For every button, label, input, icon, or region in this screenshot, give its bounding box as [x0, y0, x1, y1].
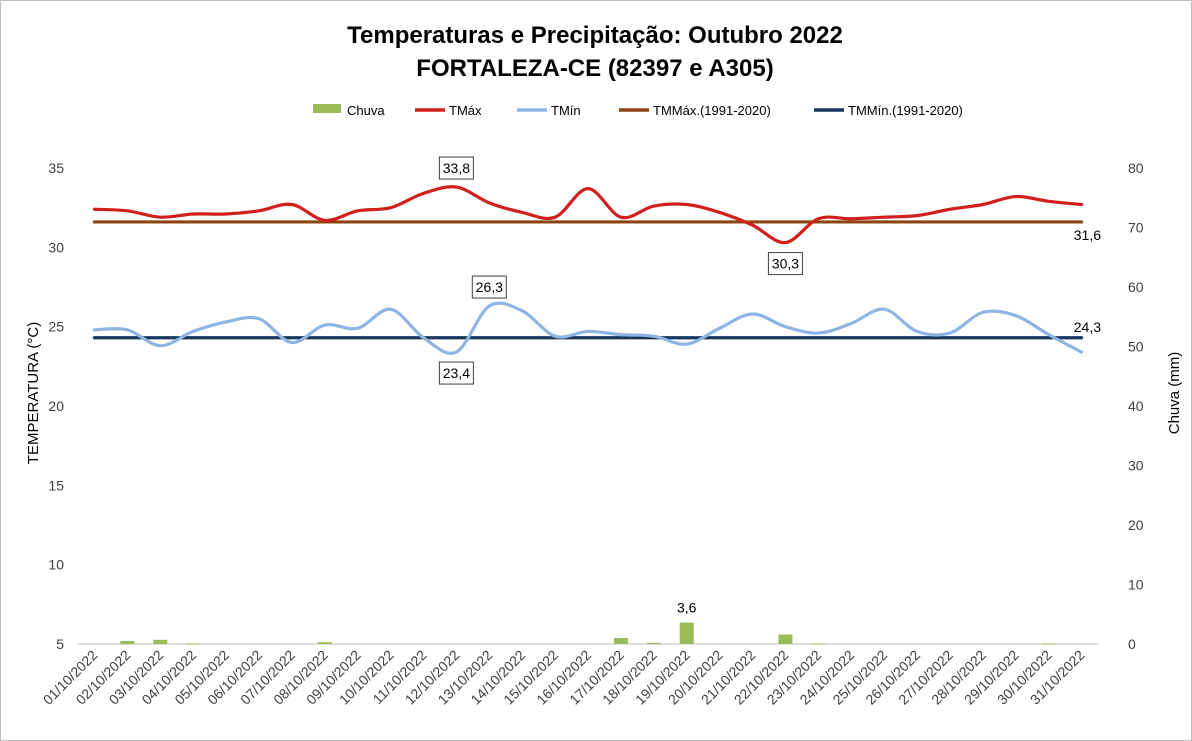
chart-legend: Chuva TMáx TMín TMMáx.(1991-2020) TMMín.(199…	[313, 103, 963, 118]
y-right-tick-label: 50	[1128, 339, 1144, 355]
y-axis-right-label: Chuva (mm)	[1166, 352, 1183, 435]
legend-swatch-bar	[313, 104, 341, 113]
legend-label: TMáx	[449, 103, 482, 118]
chart-axes: 51015202530350102030405060708001/10/2022…	[40, 160, 1144, 708]
tmin-line	[92, 301, 1084, 355]
rain-bar	[646, 642, 661, 644]
chart-title-line1: Temperaturas e Precipitação: Outubro 202…	[347, 22, 843, 49]
rain-bar	[613, 638, 628, 644]
data-label: 33,8	[443, 160, 470, 176]
y-right-tick-label: 80	[1128, 160, 1144, 176]
rain-bar	[679, 622, 694, 644]
y-right-tick-label: 40	[1128, 398, 1144, 414]
temperature-lines	[92, 185, 1084, 355]
data-label-box	[438, 156, 474, 180]
y-right-tick-label: 20	[1128, 517, 1144, 533]
legend-label: TMMáx.(1991-2020)	[653, 103, 771, 118]
y-axis-left-label: TEMPERATURA (°C)	[25, 322, 42, 464]
data-label: 3,6	[677, 600, 697, 616]
y-right-tick-label: 60	[1128, 279, 1144, 295]
chart-title-line2: FORTALEZA-CE (82397 e A305)	[416, 55, 773, 82]
data-label: 24,3	[1074, 319, 1101, 335]
rain-bar	[811, 643, 826, 645]
y-right-tick-label: 70	[1128, 220, 1144, 236]
data-labels: 33,8 30,3 26,3 23,4 3,6 31,6 24,3	[438, 156, 1101, 616]
rain-bar	[778, 634, 793, 644]
data-label: 23,4	[443, 365, 470, 381]
legend-label: TMín	[551, 103, 581, 118]
data-label-box	[471, 275, 507, 299]
tmax-line	[92, 185, 1084, 245]
data-label-box	[767, 252, 803, 276]
rain-bar	[1041, 643, 1056, 645]
data-label-box	[438, 361, 474, 385]
data-label: 31,6	[1074, 227, 1101, 243]
y-left-tick-label: 5	[56, 636, 64, 652]
y-left-tick-label: 35	[48, 160, 64, 176]
y-left-tick-label: 20	[48, 398, 64, 414]
y-right-tick-label: 0	[1128, 636, 1136, 652]
y-left-tick-label: 15	[48, 477, 64, 493]
rain-bars	[120, 622, 1056, 645]
legend-label: Chuva	[347, 103, 385, 118]
data-label: 30,3	[772, 256, 799, 272]
y-left-tick-label: 25	[48, 319, 64, 335]
legend-label: TMMín.(1991-2020)	[848, 103, 963, 118]
y-left-tick-label: 10	[48, 557, 64, 573]
rain-bar	[317, 642, 332, 644]
y-right-tick-label: 10	[1128, 577, 1144, 593]
y-left-tick-label: 30	[48, 239, 64, 255]
y-right-tick-label: 30	[1128, 458, 1144, 474]
data-label: 26,3	[476, 279, 503, 295]
rain-bar	[153, 639, 168, 644]
rain-bar	[186, 643, 201, 645]
rain-bar	[120, 641, 135, 644]
